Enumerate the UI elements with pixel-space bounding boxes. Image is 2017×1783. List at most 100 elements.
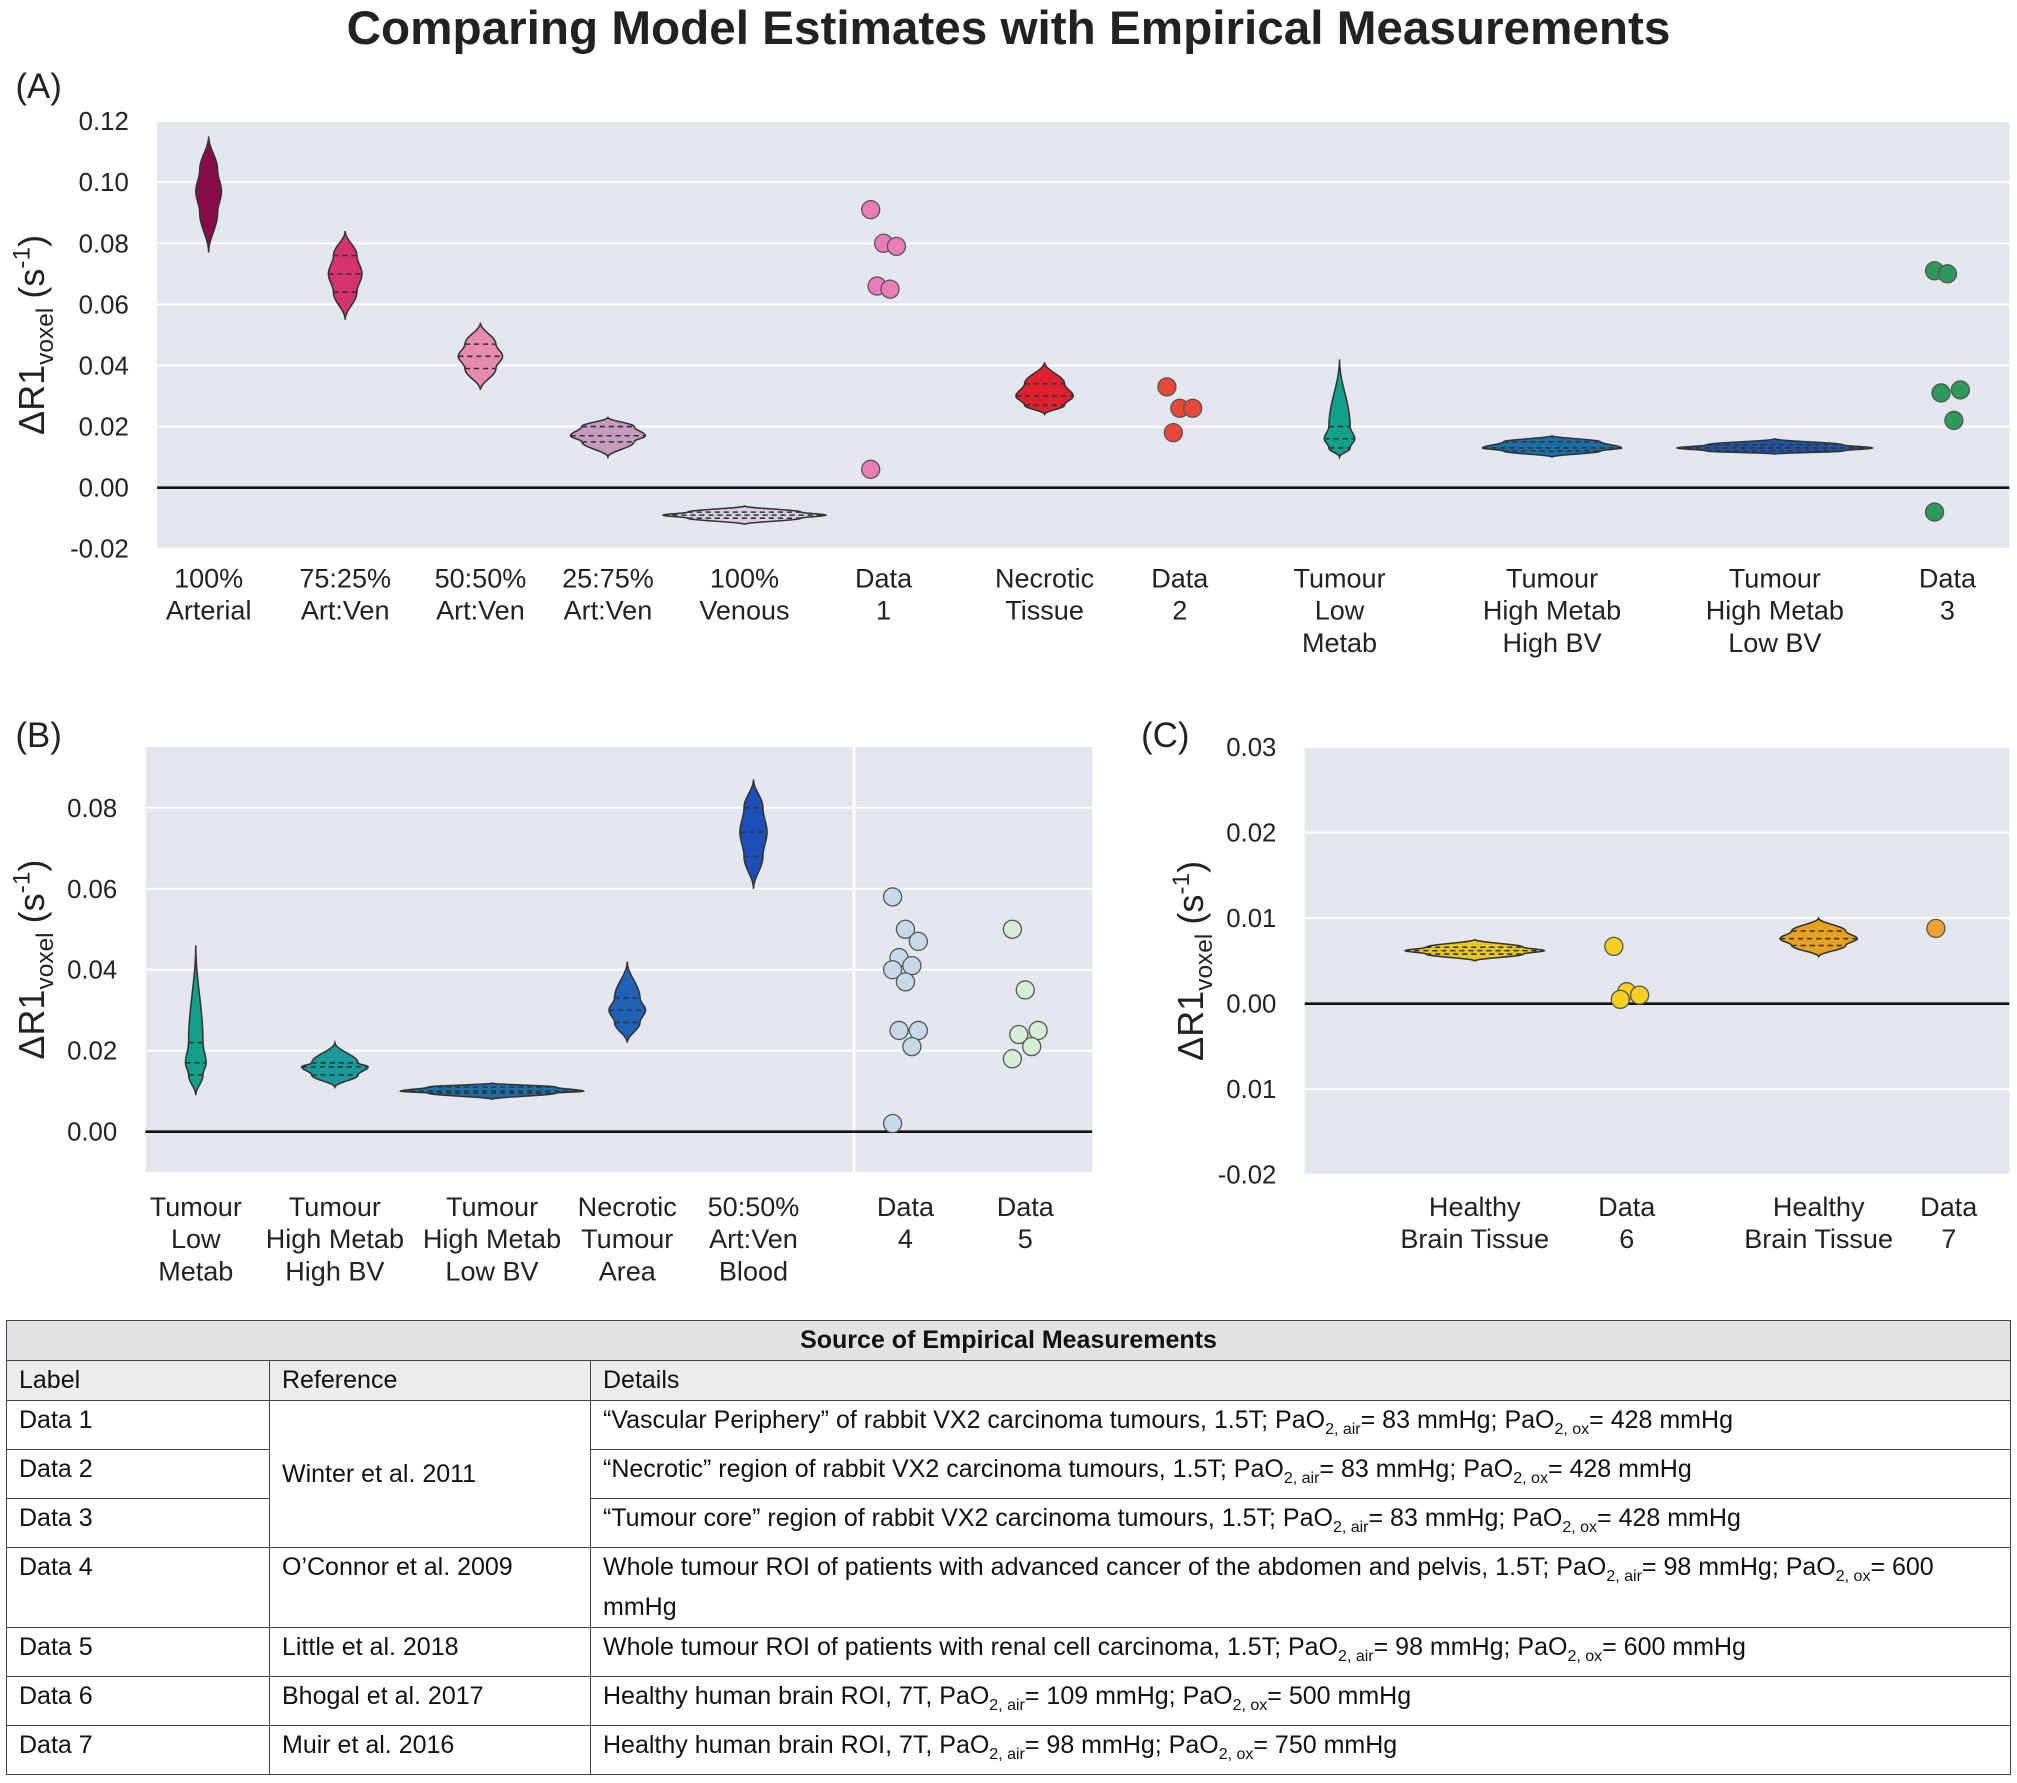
- y-label-part: ΔR1: [11, 990, 52, 1060]
- x-tick-line: Data: [855, 563, 913, 593]
- x-tick-label: Data 3: [1919, 563, 1977, 625]
- details-subscript: 2, ox: [1835, 1568, 1871, 1585]
- x-tick-line: Tumour: [1729, 563, 1821, 593]
- x-tick-label: 25:75% Art:Ven: [562, 563, 654, 625]
- details-cell: Healthy human brain ROI, 7T, PaO2, air= …: [590, 1725, 2011, 1775]
- x-tick-line: Tumour: [150, 1192, 242, 1222]
- y-tick-label: 0.04: [67, 957, 117, 985]
- x-tick-line: Brain Tissue: [1400, 1224, 1549, 1254]
- y-tick-label: 0.02: [67, 1038, 117, 1066]
- label-cell: Data 2: [6, 1449, 270, 1499]
- x-tick-line: 6: [1619, 1224, 1634, 1254]
- y-tick-label: 0.00: [1226, 991, 1276, 1019]
- violin: [1015, 362, 1074, 416]
- x-tick-line: 1: [876, 596, 891, 626]
- label-cell: Data 3: [6, 1498, 270, 1548]
- violin: [1403, 938, 1546, 962]
- source-table: Source of Empirical Measurements Label Ref…: [6, 1320, 2011, 1775]
- y-tick-label: 0.10: [79, 169, 129, 197]
- data-point: [902, 956, 922, 976]
- data-point: [1950, 380, 1970, 400]
- table-header-row: Label Reference Details: [6, 1360, 2011, 1401]
- x-tick-label: Data 7: [1920, 1192, 1978, 1254]
- x-tick-line: Necrotic: [995, 563, 1094, 593]
- data-point: [1183, 398, 1203, 418]
- y-tick-label: 0.01: [1226, 1076, 1276, 1104]
- x-tick-line: Art:Ven: [564, 596, 653, 626]
- data-point: [1937, 264, 1958, 284]
- data-point: [908, 1020, 929, 1041]
- details-subscript: 2, air: [1283, 1470, 1320, 1487]
- x-tick-line: Low: [1315, 596, 1365, 626]
- x-tick-line: Low BV: [445, 1256, 538, 1286]
- details-text: Whole tumour ROI of patients with advanc…: [603, 1553, 1607, 1581]
- header-cell: Label: [6, 1360, 270, 1401]
- x-tick-label: Data 6: [1598, 1192, 1656, 1254]
- x-tick-label: Tumour High Metab High BV: [266, 1192, 404, 1286]
- x-tick-line: Data: [997, 1192, 1055, 1222]
- y-label-part: ): [11, 860, 52, 872]
- reference-cell: Muir et al. 2016: [269, 1725, 591, 1775]
- y-tick-label: 0.06: [79, 291, 129, 319]
- y-tick-label: 0.08: [79, 230, 129, 258]
- figure-title: Comparing Model Estimates with Empirical…: [347, 2, 1671, 55]
- x-tick-line: Arterial: [166, 596, 252, 626]
- details-text: = 98 mmHg; PaO: [1373, 1633, 1568, 1661]
- details-subscript: 2, air: [1332, 1519, 1369, 1536]
- x-tick-line: 75:25%: [299, 563, 391, 593]
- x-tick-label: 50:50% Art:Ven Blood: [708, 1192, 800, 1286]
- details-text: = 83 mmHg; PaO: [1368, 1504, 1563, 1532]
- header-cell: Reference: [269, 1360, 591, 1401]
- x-tick-label: Tumour High Metab High BV: [1483, 563, 1621, 657]
- details-text: = 750 mmHg: [1253, 1731, 1398, 1759]
- x-tick-label: Healthy Brain Tissue: [1744, 1192, 1893, 1254]
- details-subscript: 2, air: [1338, 1648, 1374, 1665]
- details-subscript: 2, air: [1606, 1568, 1642, 1585]
- details-text: = 98 mmHg; PaO: [1641, 1553, 1836, 1581]
- x-tick-label: Tumour Low Metab: [1293, 563, 1385, 657]
- details-text: Healthy human brain ROI, 7T, PaO: [603, 1731, 990, 1759]
- data-point: [1629, 985, 1650, 1005]
- y-label-part: ΔR1: [11, 365, 52, 435]
- header-cell: Details: [590, 1360, 2011, 1401]
- x-tick-line: Data: [1151, 563, 1209, 593]
- data-point: [861, 459, 881, 479]
- details-text: Whole tumour ROI of patients with renal …: [603, 1633, 1339, 1661]
- data-point: [1157, 377, 1177, 397]
- label-cell: Data 1: [6, 1400, 270, 1450]
- violin: [569, 416, 647, 460]
- x-tick-line: Tissue: [1005, 596, 1084, 626]
- details-cell: Whole tumour ROI of patients with advanc…: [590, 1547, 2011, 1628]
- x-tick-line: Tumour: [581, 1224, 673, 1254]
- y-label-part: (s: [11, 269, 52, 299]
- y-tick-label: 0.01: [1226, 905, 1276, 933]
- label-cell: Data 4: [6, 1547, 270, 1628]
- y-label-sub: voxel: [32, 308, 59, 365]
- x-tick-label: Healthy Brain Tissue: [1400, 1192, 1549, 1254]
- x-tick-label: Data 4: [877, 1192, 935, 1254]
- table-title: Source of Empirical Measurements: [6, 1320, 2011, 1361]
- details-text: = 83 mmHg; PaO: [1360, 1406, 1555, 1434]
- details-subscript: 2, ox: [1232, 1697, 1268, 1714]
- data-point: [1163, 423, 1184, 443]
- table-row: Data 4 O’Connor et al. 2009 Whole tumour R…: [6, 1547, 2011, 1628]
- x-tick-line: 25:75%: [562, 563, 654, 593]
- details-subscript: 2, ox: [1513, 1470, 1548, 1487]
- y-tick-label: -0.02: [70, 536, 129, 564]
- table-row: Data 7 Muir et al. 2016 Healthy human brai…: [6, 1725, 2011, 1775]
- x-tick-line: Blood: [719, 1256, 788, 1286]
- x-tick-line: Venous: [699, 596, 789, 626]
- x-tick-line: 4: [898, 1224, 913, 1254]
- details-subscript: 2, air: [989, 1697, 1025, 1714]
- x-tick-line: 5: [1018, 1224, 1033, 1254]
- x-tick-line: High Metab: [423, 1224, 561, 1254]
- x-tick-line: 100%: [174, 563, 243, 593]
- details-cell: “Vascular Periphery” of rabbit VX2 carci…: [590, 1400, 2011, 1450]
- y-label-part: ΔR1: [1170, 991, 1211, 1061]
- x-tick-line: Data: [877, 1192, 935, 1222]
- y-tick-label: -0.02: [1218, 1162, 1277, 1190]
- table-row: Data 3 “Tumour core” region of rabbit VX2…: [6, 1498, 2011, 1548]
- x-tick-line: High BV: [285, 1256, 384, 1286]
- details-text: = 428 mmHg: [1589, 1406, 1733, 1434]
